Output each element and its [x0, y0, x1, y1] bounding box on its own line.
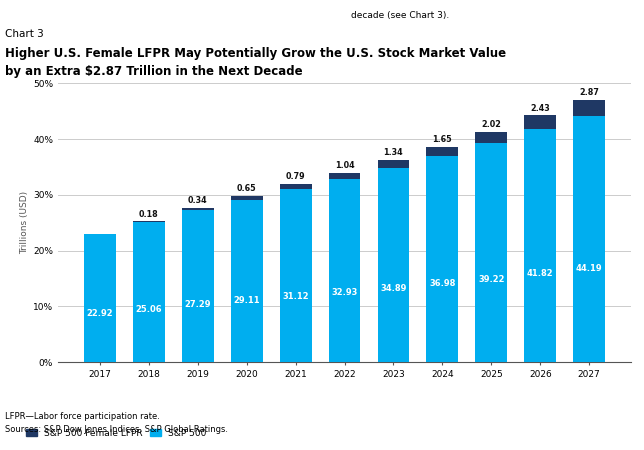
Text: 34.89: 34.89	[380, 284, 406, 293]
Text: 0.79: 0.79	[286, 172, 305, 181]
Legend: S&P 500 Female LFPR, S&P 500: S&P 500 Female LFPR, S&P 500	[23, 425, 210, 441]
Bar	[182, 208, 214, 210]
Text: 0.65: 0.65	[237, 184, 256, 194]
Text: 2.02: 2.02	[481, 120, 501, 129]
Bar	[377, 160, 410, 167]
Text: 29.11: 29.11	[233, 296, 260, 305]
Text: 31.12: 31.12	[282, 292, 309, 301]
Bar	[182, 210, 214, 362]
Text: 1.04: 1.04	[335, 161, 354, 170]
Text: by an Extra $2.87 Trillion in the Next Decade: by an Extra $2.87 Trillion in the Next D…	[5, 65, 303, 78]
Bar	[524, 115, 556, 129]
Bar	[328, 179, 361, 362]
Bar	[84, 234, 116, 362]
Text: 32.93: 32.93	[332, 288, 357, 297]
Text: 0.34: 0.34	[188, 196, 207, 205]
Text: Higher U.S. Female LFPR May Potentially Grow the U.S. Stock Market Value: Higher U.S. Female LFPR May Potentially …	[5, 47, 506, 60]
Text: 27.29: 27.29	[185, 300, 211, 309]
Bar	[524, 129, 556, 362]
Bar	[475, 144, 507, 362]
Text: LFPR—Labor force participation rate.: LFPR—Labor force participation rate.	[5, 412, 160, 421]
Bar	[279, 184, 312, 189]
Text: 39.22: 39.22	[478, 274, 504, 284]
Bar	[475, 132, 507, 144]
Text: Chart 3: Chart 3	[5, 29, 44, 39]
Bar	[231, 196, 263, 200]
Y-axis label: Trillions (USD): Trillions (USD)	[20, 191, 29, 254]
Text: 44.19: 44.19	[576, 264, 603, 273]
Bar	[573, 99, 605, 116]
Text: 1.65: 1.65	[433, 135, 452, 144]
Text: decade (see Chart 3).: decade (see Chart 3).	[351, 11, 450, 20]
Bar	[133, 222, 165, 362]
Text: Sources: S&P Dow Jones Indices, S&P Global Ratings.: Sources: S&P Dow Jones Indices, S&P Glob…	[5, 425, 228, 434]
Bar	[231, 200, 263, 362]
Text: 2.87: 2.87	[579, 88, 599, 97]
Bar	[133, 221, 165, 222]
Text: 41.82: 41.82	[527, 269, 554, 278]
Bar	[426, 147, 459, 156]
Text: 0.18: 0.18	[139, 210, 158, 219]
Text: 22.92: 22.92	[86, 309, 113, 318]
Bar	[377, 167, 410, 362]
Bar	[279, 189, 312, 362]
Text: 36.98: 36.98	[429, 279, 455, 288]
Text: 2.43: 2.43	[531, 104, 550, 112]
Bar	[426, 156, 459, 362]
Bar	[573, 116, 605, 362]
Bar	[328, 173, 361, 179]
Text: 1.34: 1.34	[384, 148, 403, 157]
Text: 25.06: 25.06	[135, 305, 162, 314]
